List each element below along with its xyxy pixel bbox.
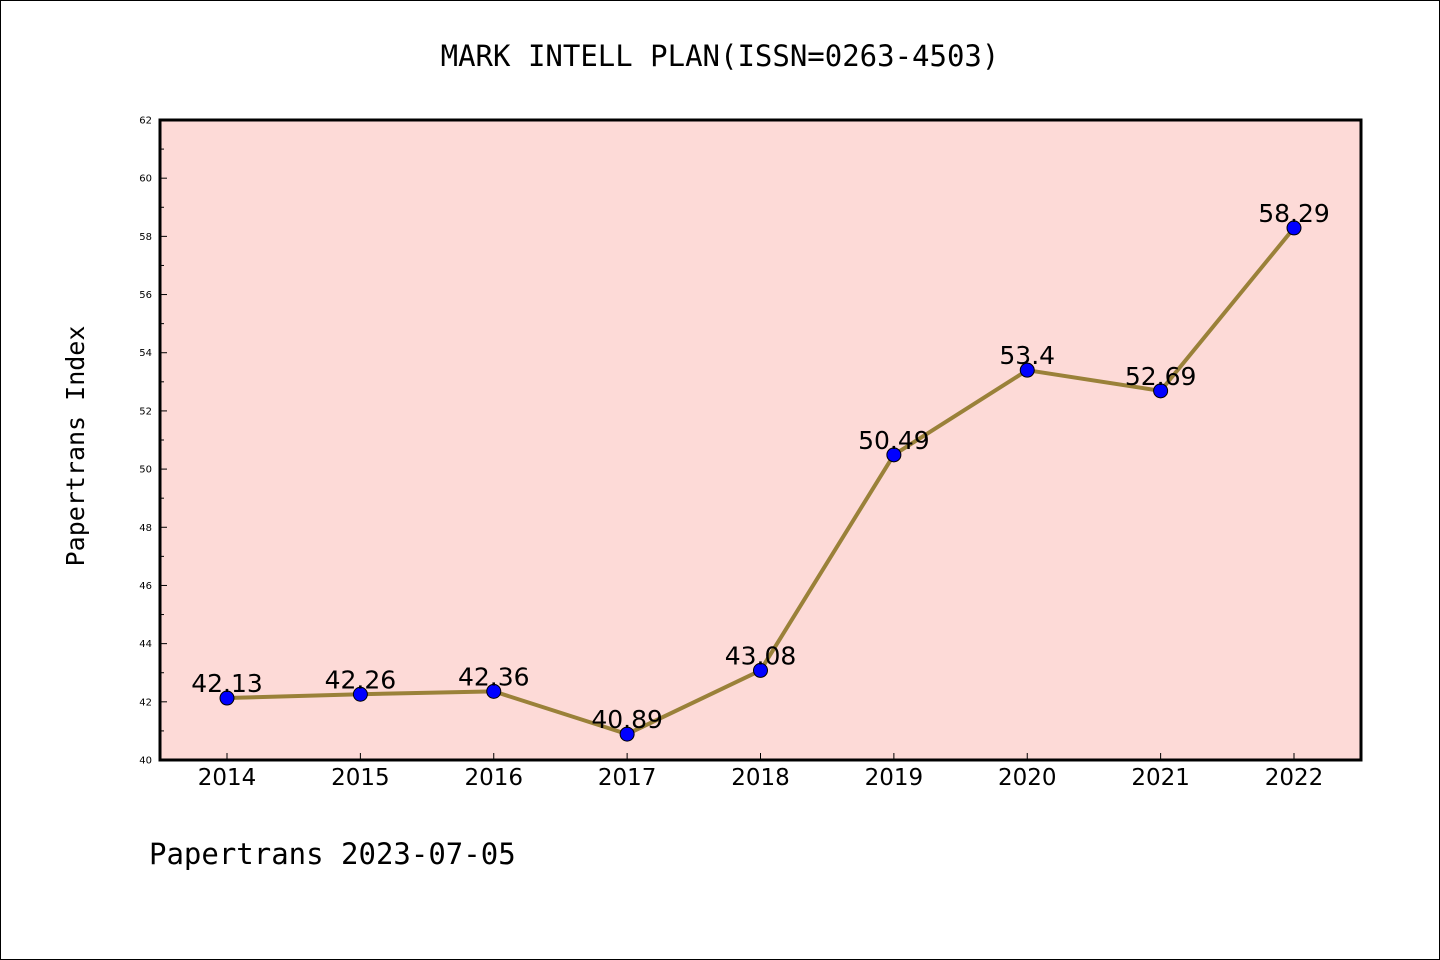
data-point — [753, 662, 768, 678]
data-point — [486, 683, 502, 699]
data-label: 43.08 — [725, 641, 797, 670]
data-label: 53.4 — [999, 341, 1055, 370]
data-labels: 42.13 42.26 42.36 40.89 43.08 50.49 53.4 52.69 5… — [191, 199, 1330, 734]
data-point — [886, 447, 902, 463]
x-tick-label: 2016 — [464, 765, 523, 791]
x-tick-label: 2014 — [198, 765, 257, 791]
y-tick-label: 50 — [139, 465, 152, 476]
y-tick-label: 62 — [139, 116, 152, 127]
series-markers — [219, 220, 1302, 742]
y-tick-label: 52 — [139, 406, 152, 417]
data-label: 42.36 — [458, 662, 530, 691]
data-label: 50.49 — [858, 426, 930, 455]
data-point — [1286, 220, 1302, 236]
y-tick-label: 48 — [139, 523, 152, 534]
y-tick-label: 60 — [139, 174, 152, 185]
y-tick-label: 42 — [139, 697, 152, 708]
y-tick-label: 46 — [139, 581, 152, 592]
y-tick-label: 40 — [139, 756, 152, 767]
footer-text: Papertrans 2023-07-05 — [149, 837, 516, 871]
y-tick-label: 56 — [139, 290, 152, 301]
x-tick-label: 2021 — [1131, 765, 1190, 791]
data-point — [1153, 383, 1169, 399]
x-tick-label: 2017 — [598, 765, 657, 791]
x-tick-label: 2018 — [731, 765, 790, 791]
x-tick-label: 2015 — [331, 765, 390, 791]
x-tick-label: 2022 — [1265, 765, 1324, 791]
data-label: 52.69 — [1125, 362, 1197, 391]
y-tick-label: 54 — [139, 348, 152, 359]
x-axis: 2014 2015 2016 2017 2018 2019 2020 2021 2022 — [198, 753, 1324, 791]
y-axis-label: Papertrans Index — [61, 326, 90, 567]
data-label: 58.29 — [1258, 199, 1330, 228]
y-tick-label: 58 — [139, 232, 152, 243]
x-tick-label: 2020 — [998, 765, 1057, 791]
data-point — [619, 726, 635, 742]
x-tick-label: 2019 — [865, 765, 924, 791]
plot-border — [158, 118, 1363, 762]
y-tick-label: 44 — [139, 639, 152, 650]
plot-area — [160, 120, 1361, 760]
data-point — [1019, 362, 1035, 378]
chart-title: MARK INTELL PLAN(ISSN=0263-4503) — [441, 39, 1000, 73]
data-point — [219, 690, 235, 706]
data-label: 42.13 — [191, 669, 263, 698]
data-label: 40.89 — [591, 705, 663, 734]
data-label: 42.26 — [325, 665, 397, 694]
data-point — [352, 686, 368, 702]
